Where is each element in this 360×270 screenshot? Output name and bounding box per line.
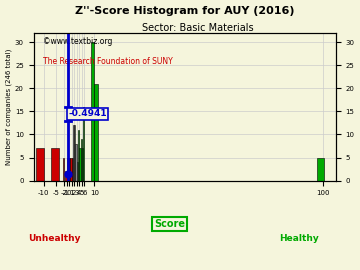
Bar [91,42,94,181]
Bar [317,157,324,181]
Text: Unhealthy: Unhealthy [28,234,81,243]
Bar [94,84,98,181]
Bar [72,157,73,181]
Text: Score: Score [154,219,185,229]
Bar [79,148,81,181]
Bar [74,125,76,181]
Bar [63,157,64,181]
Bar [65,171,67,181]
Title: Z''-Score Histogram for AUY (2016): Z''-Score Histogram for AUY (2016) [75,6,294,16]
Text: Sector: Basic Materials: Sector: Basic Materials [142,23,254,33]
Bar [67,157,68,181]
Text: The Research Foundation of SUNY: The Research Foundation of SUNY [42,57,172,66]
Bar [69,157,70,181]
Bar [51,148,59,181]
Bar [82,148,83,181]
Bar [73,125,74,181]
Bar [83,107,84,181]
Text: ©www.textbiz.org: ©www.textbiz.org [42,38,112,46]
Bar [77,162,78,181]
Bar [68,157,69,181]
Bar [78,130,79,181]
Y-axis label: Number of companies (246 total): Number of companies (246 total) [5,49,12,165]
Bar [36,148,44,181]
Text: -0.4941: -0.4941 [68,109,107,118]
Text: Healthy: Healthy [280,234,319,243]
Bar [76,144,77,181]
Bar [70,157,72,181]
Bar [81,139,82,181]
